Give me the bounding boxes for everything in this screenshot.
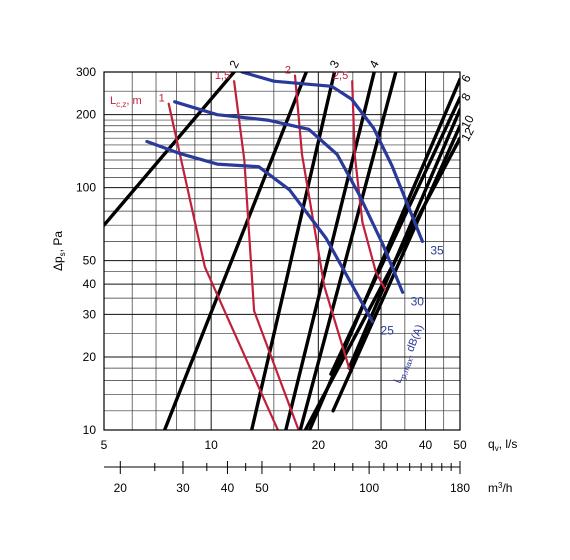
duct-size-label: 12 xyxy=(458,125,477,144)
duct-size-label: 10 xyxy=(458,113,477,132)
duct-size-label: 3 xyxy=(327,58,343,71)
x-tick-label: 30 xyxy=(374,438,388,452)
x-tick-label: 50 xyxy=(453,438,467,452)
legend-sound-level-unit: , dB(A) xyxy=(402,323,426,359)
secondary-axis-label: 40 xyxy=(221,481,235,495)
secondary-axis-label: 20 xyxy=(114,481,128,495)
duct-size-label: 2 xyxy=(226,58,242,71)
duct-size-line xyxy=(249,72,337,430)
x-axis-ticks: 5 10 20 30 40 50 xyxy=(101,438,467,452)
secondary-axis-unit-main: m xyxy=(488,481,498,495)
duct-size-label: 4 xyxy=(366,58,382,71)
y-tick-label: 200 xyxy=(76,108,96,122)
secondary-axis-unit-sup: 3 xyxy=(498,481,503,490)
y-tick-label: 50 xyxy=(83,254,97,268)
secondary-axis-label: 30 xyxy=(176,481,190,495)
legend-sound-level: Lp,max, dB(A) xyxy=(392,323,428,386)
y-tick-label: 20 xyxy=(83,350,97,364)
x-tick-label: 5 xyxy=(101,438,108,452)
secondary-axis-label: 180 xyxy=(450,481,470,495)
y-tick-label: 10 xyxy=(83,423,97,437)
x-axis-label: qv, l/s xyxy=(488,437,517,453)
x-tick-label: 10 xyxy=(204,438,218,452)
legend-sound-level-main: L xyxy=(392,375,405,385)
secondary-axis-unit-rest: /h xyxy=(502,481,512,495)
duct-size-label: 6 xyxy=(458,72,474,85)
y-tick-label: 40 xyxy=(83,277,97,291)
plot-frame xyxy=(103,71,461,431)
legend-throw-length-unit: , m xyxy=(126,95,141,107)
sound-level-line xyxy=(240,72,424,243)
y-tick-label: 300 xyxy=(76,65,96,79)
legend-throw-length-sub: c,z xyxy=(116,100,126,109)
x-tick-label: 40 xyxy=(419,438,433,452)
duct-size-line xyxy=(347,107,460,370)
y-axis-label-main: Δp xyxy=(51,256,65,271)
throw-length-line xyxy=(167,102,279,430)
duct-size-line xyxy=(329,95,460,376)
plot-lines xyxy=(104,72,460,430)
duct-size-line xyxy=(298,72,398,430)
throw-length-line xyxy=(351,80,387,291)
throw-length-label: 2 xyxy=(285,65,291,77)
y-axis-label-sub: s xyxy=(58,252,67,256)
sound-level-label: 35 xyxy=(430,243,444,257)
x-axis-label-unit: , l/s xyxy=(499,437,518,451)
y-tick-label: 30 xyxy=(83,307,97,321)
throw-length-label: 2,5 xyxy=(333,70,348,82)
duct-size-line xyxy=(331,124,460,413)
throw-length-line xyxy=(233,80,300,430)
x-axis-label-sub: v xyxy=(495,444,499,453)
legend-throw-length: Lc,z, m xyxy=(110,95,142,109)
y-axis-label: Δps, Pa xyxy=(51,231,67,271)
duct-size-line xyxy=(284,72,376,430)
duct-size-label: 8 xyxy=(458,90,474,103)
y-axis-ticks: 10 20 30 40 50 100 200 300 xyxy=(76,65,96,437)
secondary-axis-unit: m3/h xyxy=(488,481,512,495)
sound-level-line xyxy=(145,139,375,324)
y-axis-label-unit: , Pa xyxy=(51,231,65,253)
x-tick-label: 20 xyxy=(312,438,326,452)
x-axis-label-main: q xyxy=(488,437,495,451)
duct-size-line xyxy=(162,72,308,430)
y-tick-label: 100 xyxy=(76,181,96,195)
sound-level-line xyxy=(173,100,405,294)
secondary-axis: 20 30 40 50 100 180 xyxy=(104,461,470,495)
throw-length-label: 1 xyxy=(159,93,165,105)
throw-length-label: 1,5 xyxy=(215,70,230,82)
secondary-axis-label: 50 xyxy=(255,481,269,495)
secondary-axis-label: 100 xyxy=(359,481,379,495)
legend-throw-length-main: L xyxy=(110,95,116,107)
sound-level-label: 30 xyxy=(411,294,425,308)
sound-level-label: 25 xyxy=(381,324,395,338)
